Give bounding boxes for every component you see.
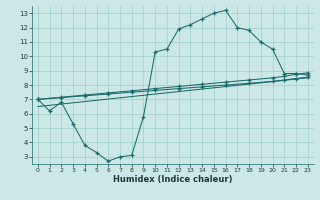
X-axis label: Humidex (Indice chaleur): Humidex (Indice chaleur) [113,175,233,184]
